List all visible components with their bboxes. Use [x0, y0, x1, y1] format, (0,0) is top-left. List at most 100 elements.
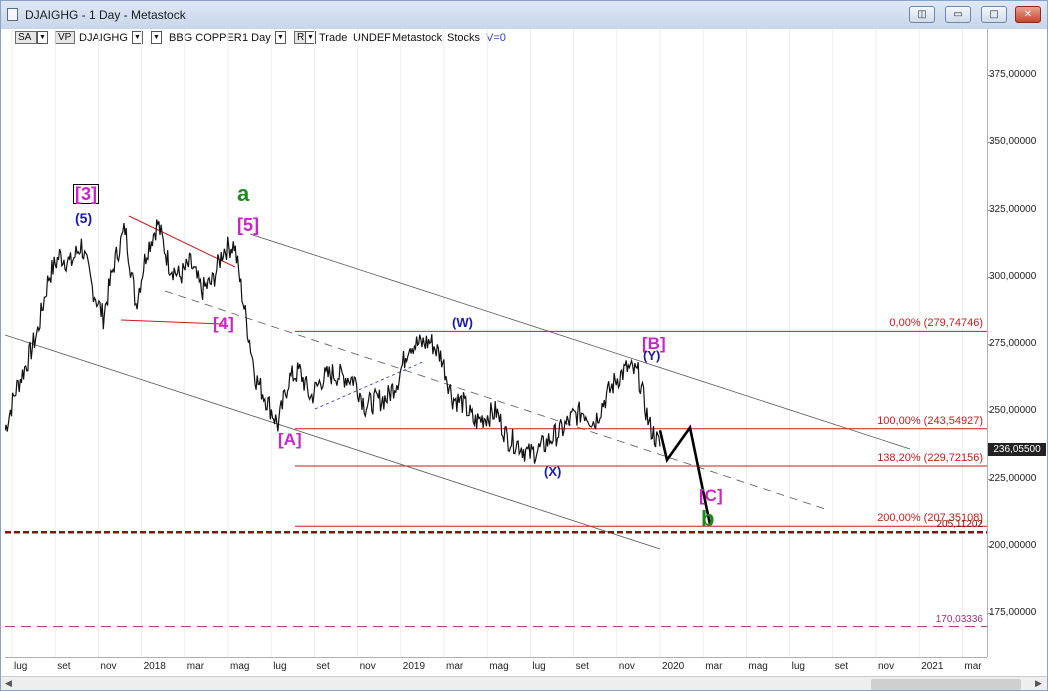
source-label: Metastock [392, 32, 443, 44]
scroll-right-icon[interactable]: ▶ [1035, 678, 1042, 688]
wave-label: [3] [73, 184, 99, 204]
window-title: DJAIGHG - 1 Day - Metastock [25, 8, 186, 22]
price-tick-mark [988, 478, 992, 480]
period-label: 1 Day [242, 32, 271, 44]
fibonacci-level-label: 100,00% (243,54927) [877, 414, 983, 427]
date-tick-label: 2020 [662, 661, 685, 672]
date-tick-label: mar [186, 661, 205, 672]
horizontal-level-label: 205,11202 [936, 519, 983, 531]
close-button[interactable]: ✕ [1015, 6, 1041, 23]
date-tick-label: mar [446, 661, 464, 672]
horizontal-level-label: 170,03336 [935, 613, 983, 625]
price-tick-label: 225,00000 [989, 472, 1037, 484]
price-tick-mark [988, 209, 992, 211]
r-dropdown-icon[interactable]: ▼ [305, 31, 316, 44]
price-axis[interactable]: 375,00000 350,00000 325,00000 300,00000 275,… [987, 29, 1046, 657]
name-dropdown-icon[interactable]: ▼ [151, 31, 162, 44]
price-tick-mark [988, 411, 992, 413]
date-tick-label: set [316, 661, 330, 672]
price-tick-label: 275,00000 [989, 338, 1037, 350]
date-tick-label: mag [748, 661, 768, 672]
wave-label: (W) [452, 315, 473, 330]
undef-label: UNDEF [353, 32, 391, 44]
wave-label: [5] [237, 215, 259, 235]
date-tick-label: lug [273, 661, 287, 672]
wave-label: [A] [278, 430, 302, 449]
date-tick-label: lug [14, 661, 28, 672]
price-tick-label: 175,00000 [989, 607, 1037, 619]
price-tick-mark [988, 344, 992, 346]
date-tick-label: nov [618, 661, 635, 672]
date-tick-label: nov [359, 661, 376, 672]
sa-button[interactable]: SA [15, 31, 37, 44]
date-tick-label: nov [100, 661, 117, 672]
date-tick-label: mag [489, 661, 509, 672]
price-tick-label: 375,00000 [989, 69, 1037, 80]
chart-document-icon [7, 8, 18, 21]
date-tick-label: mar [705, 661, 723, 672]
price-series-line [5, 219, 661, 464]
date-tick-label: lug [791, 661, 805, 672]
restore-down-button[interactable]: ◫ [909, 6, 935, 23]
lower-channel-line [5, 334, 661, 550]
chart-toolbar: SA ▼ VP DJAIGHG ▼ ▼ BBG COPPER 1 Day ▼ R… [1, 29, 1047, 49]
sa-dropdown-icon[interactable]: ▼ [37, 31, 48, 44]
date-tick-label: 2018 [143, 661, 166, 672]
support-trend-line [120, 319, 224, 325]
date-tick-label: mar [964, 661, 982, 672]
price-tick-mark [988, 75, 992, 76]
price-tick-mark [988, 142, 992, 144]
scrollbar-thumb[interactable] [871, 679, 1021, 690]
date-tick-label: 2019 [402, 661, 426, 672]
chart-grid [11, 29, 963, 657]
wave-label: [C] [699, 486, 723, 505]
wave-label: (5) [75, 210, 93, 226]
wave-label: [4] [213, 314, 234, 333]
date-tick-label: set [575, 661, 589, 672]
price-tick-label: 200,00000 [989, 540, 1037, 551]
price-tick-mark [988, 613, 992, 615]
fibonacci-level-label: 200,00% (207,35108) [877, 512, 983, 525]
channel-lines [5, 215, 911, 550]
price-tick-mark [988, 276, 992, 278]
horizontal-levels [5, 530, 987, 628]
median-channel-line [164, 290, 826, 510]
minimize-button[interactable]: ▭ [945, 6, 971, 23]
stocks-label: Stocks [447, 32, 481, 44]
date-tick-label: set [57, 661, 71, 672]
symbol-dropdown-icon[interactable]: ▼ [132, 31, 143, 44]
scroll-left-icon[interactable]: ◀ [5, 678, 12, 688]
instrument-name: BBG COPPER [169, 32, 242, 44]
date-tick-label: set [834, 661, 849, 672]
fibonacci-level-label: 138,20% (229,72156) [877, 452, 983, 464]
price-tick-label: 250,00000 [989, 405, 1037, 417]
horizontal-scrollbar[interactable]: ◀ ▶ [1, 676, 1047, 690]
fibonacci-lines [295, 330, 987, 527]
wave-label: b [701, 506, 715, 531]
period-dropdown-icon[interactable]: ▼ [275, 31, 286, 44]
last-price-tag: 236,05500 [988, 443, 1046, 456]
price-tick-label: 325,00000 [989, 203, 1037, 215]
date-tick-label: nov [878, 661, 895, 672]
wave-label: a [237, 181, 250, 206]
price-tick-label: 350,00000 [989, 136, 1037, 148]
fibonacci-level-label: 0,00% (279,74746) [889, 317, 983, 330]
date-tick-label: lug [532, 661, 546, 672]
title-bar: DJAIGHG - 1 Day - Metastock ◫ ▭ □ ✕ [1, 1, 1047, 30]
trade-label: Trade [319, 32, 348, 44]
wave-connector-line [314, 360, 426, 410]
date-tick-label: mag [230, 661, 250, 672]
symbol-label: DJAIGHG [79, 32, 128, 44]
volume-label: V=0 [486, 32, 506, 44]
wave-label: [B] [642, 334, 666, 353]
date-axis[interactable]: lug set nov 2018 mar mag lug set nov 2019 mar mag lu… [5, 657, 987, 676]
price-chart[interactable] [5, 29, 987, 657]
price-tick-label: 300,00000 [989, 270, 1037, 282]
date-tick-label: 2021 [921, 661, 944, 672]
wave-label: (Y) [643, 348, 661, 363]
wave-label: (X) [544, 464, 562, 479]
maximize-button[interactable]: □ [981, 6, 1007, 23]
projection-path [658, 424, 712, 525]
upper-channel-line [249, 233, 911, 450]
